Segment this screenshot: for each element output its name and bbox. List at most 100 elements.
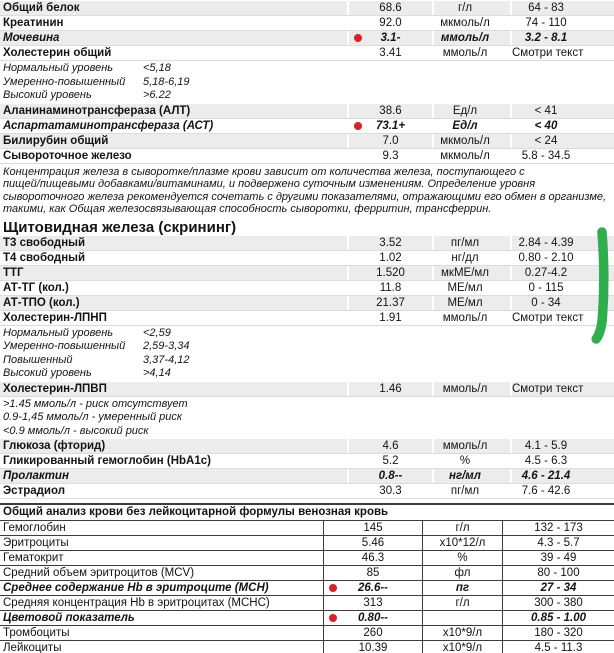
analyte-units: ммоль/л — [432, 381, 510, 396]
analyte-reference-range: < 41 — [510, 103, 614, 118]
analyte-value-text: 3.52 — [379, 236, 402, 249]
analyte-value-text: 92.0 — [379, 17, 402, 29]
reference-notes: Нормальный уровень <2,59 Умеренно-повышенн… — [0, 326, 614, 382]
risk-notes: >1.45 ммоль/л - риск отсутствует 0.9-1,45… — [0, 397, 614, 440]
analyte-units: пг/мл — [432, 235, 510, 250]
analyte-value-text: 10.39 — [358, 642, 388, 653]
analyte-name: Холестерин-ЛПВП — [0, 381, 347, 396]
section-heading: Щитовидная железа (скрининг) — [3, 218, 237, 236]
note-label: Нормальный уровень — [3, 326, 114, 339]
cbc-section-heading: Общий анализ крови без лейкоцитарной фор… — [0, 505, 614, 521]
analyte-value: 3.1- — [347, 31, 432, 45]
analyte-value-text: 68.6 — [379, 2, 402, 14]
note-line: Умеренно-повышенный 2,59-3,34 — [3, 340, 614, 354]
note-line: 0.9-1,45 ммоль/л - умеренный риск — [3, 411, 183, 423]
lab-row: Цветовой показатель 0.80-- 0.85 - 1.00 — [0, 611, 614, 626]
analyte-reference-range: 7.6 - 42.6 — [510, 484, 614, 498]
analyte-units: нг/дл — [432, 250, 510, 265]
paragraph-line: пищей/пищевыми добавками/витаминами, и п… — [3, 178, 536, 190]
analyte-value: 9.3 — [347, 148, 432, 163]
analyte-reference-range: Смотри текст — [510, 46, 614, 60]
analyte-reference-range: 2.84 - 4.39 — [510, 235, 614, 250]
analyte-reference-range: 5.8 - 34.5 — [510, 148, 614, 163]
analyte-value: 1.91 — [347, 310, 432, 325]
analyte-units: х10*12/л — [423, 536, 503, 550]
analyte-name: Среднее содержание Hb в эритроците (MCH) — [0, 581, 324, 595]
lab-row: Эритроциты 5.46 х10*12/л 4.3 - 5.7 — [0, 536, 614, 551]
analyte-reference-range: 64 - 83 — [510, 1, 614, 15]
analyte-name: Эритроциты — [0, 536, 324, 550]
analyte-value-text: 7.0 — [382, 134, 399, 147]
lab-row: Средний объем эритроцитов (MCV) 85 фл 80 - … — [0, 566, 614, 581]
analyte-reference-range: 180 - 320 — [534, 627, 583, 639]
analyte-value-text: 1.91 — [379, 311, 402, 324]
analyte-reference-range: 3.2 - 8.1 — [510, 31, 614, 45]
analyte-name: Креатинин — [3, 17, 64, 29]
analyte-name: Эстрадиол — [3, 485, 66, 497]
analyte-value: 3.52 — [347, 235, 432, 250]
analyte-units: нг/мл — [432, 469, 510, 483]
analyte-name: Мочевина — [0, 31, 347, 45]
analyte-value: 145 — [324, 521, 423, 535]
lab-row: Тромбоциты 260 х10*9/л 180 - 320 — [0, 626, 614, 641]
analyte-value: 4.6 — [347, 439, 432, 453]
analyte-reference-range: 0.27-4.2 — [510, 265, 614, 280]
analyte-value: 3.41 — [347, 46, 432, 60]
analyte-units: мкМЕ/мл — [432, 265, 510, 280]
lab-row: Лейкоциты 10.39 х10*9/л 4.5 - 11.3 — [0, 641, 614, 653]
analyte-value: 85 — [324, 566, 423, 580]
note-line: Нормальный уровень <5,18 — [3, 62, 614, 76]
lab-row: Холестерин-ЛПНП 1.91 ммоль/л Смотри текст — [0, 310, 614, 326]
analyte-value-text: 73.1+ — [375, 119, 406, 132]
analyte-name: Цветовой показатель — [0, 611, 324, 625]
analyte-units: пг — [423, 581, 503, 595]
analyte-value: 68.6 — [347, 1, 432, 15]
note-value: 5,18-6,19 — [143, 75, 190, 88]
analyte-name: Сывороточное железо — [3, 149, 132, 162]
note-label: Высокий уровень — [3, 367, 92, 379]
analyte-value-text: 1.02 — [379, 251, 402, 264]
lab-row: Креатинин 92.0 мкмоль/л 74 - 110 — [0, 16, 614, 31]
note-line: Умеренно-повышенный 5,18-6,19 — [3, 76, 614, 90]
analyte-units: х10*9/л — [423, 641, 503, 653]
analyte-units: МЕ/мл — [432, 280, 510, 295]
analyte-reference-range: 27 - 34 — [540, 582, 577, 594]
analyte-name: АТ-ТГ (кол.) — [3, 281, 69, 294]
analyte-value-text: 1.520 — [376, 266, 405, 279]
analyte-reference-range: 0.85 - 1.00 — [531, 612, 586, 624]
reference-notes: Нормальный уровень <5,18 Умеренно-повышенн… — [0, 61, 614, 104]
analyte-value-text: 3.1- — [380, 32, 401, 44]
analyte-reference-range: Смотри текст — [510, 310, 614, 325]
paragraph-line: Концентрация железа в сыворотке/плазме к… — [3, 165, 525, 178]
analyte-name: Аспартатаминотрансфераза (АСТ) — [3, 119, 214, 132]
analyte-reference-range: 300 - 380 — [534, 597, 583, 609]
analyte-value: 260 — [324, 626, 423, 640]
analyte-reference-range: 4.1 - 5.9 — [510, 439, 614, 453]
analyte-name: Гематокрит — [0, 551, 324, 565]
note-line: Высокий уровень >6.22 — [3, 89, 614, 103]
analyte-reference-range: 80 - 100 — [537, 567, 580, 579]
analyte-name: Гликированный гемоглобин (HbA1c) — [3, 455, 211, 467]
analyte-name: ТТГ — [0, 265, 347, 280]
note-label: Умеренно-повышенный — [3, 75, 126, 88]
analyte-units: мкмоль/л — [432, 133, 510, 148]
note-line: Нормальный уровень <2,59 — [3, 327, 614, 341]
lab-row: АТ-ТПО (кол.) 21.37 МЕ/мл 0 - 34 — [0, 295, 614, 311]
analyte-value: 1.520 — [347, 265, 432, 280]
analyte-units: % — [423, 551, 503, 565]
analyte-name: Средняя концентрация Hb в эритроцитах (M… — [0, 596, 324, 610]
lab-row: Гликированный гемоглобин (HbA1c) 5.2% 4.5 … — [0, 454, 614, 469]
analyte-value: 1.02 — [347, 250, 432, 265]
analyte-name: Средний объем эритроцитов (MCV) — [0, 566, 324, 580]
analyte-reference-range: 4.5 - 11.3 — [534, 642, 583, 653]
analyte-name: Т3 свободный — [0, 235, 347, 250]
analyte-value-text: 260 — [363, 627, 383, 639]
lab-row: ТТГ 1.520 мкМЕ/мл 0.27-4.2 — [0, 265, 614, 281]
analyte-name: Пролактин — [0, 469, 347, 483]
note-line: Повышенный 3,37-4,12 — [3, 354, 614, 368]
analyte-value-text: 1.46 — [379, 382, 402, 395]
note-line: >1.45 ммоль/л - риск отсутствует — [3, 397, 188, 410]
lab-row: Сывороточное железо 9.3 мкмоль/л 5.8 - 34.5 — [0, 148, 614, 164]
analyte-value: 5.2 — [347, 454, 432, 468]
